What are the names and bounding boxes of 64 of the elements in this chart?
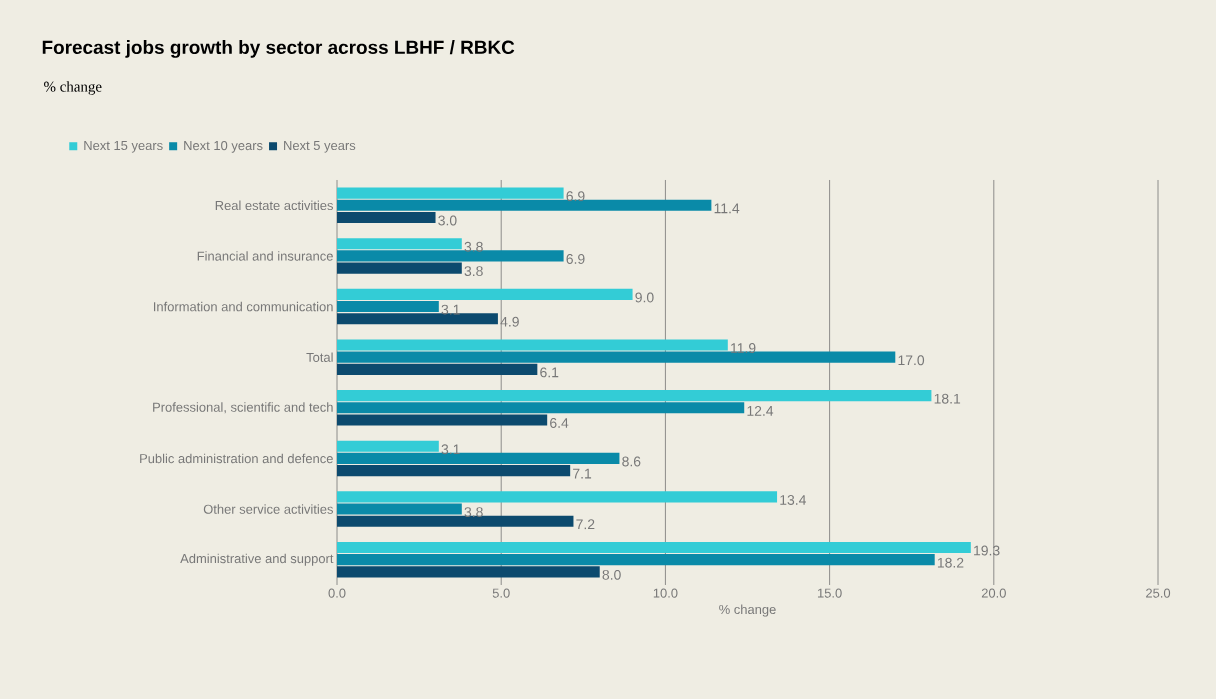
y-tick-label: Other service activities xyxy=(203,504,334,514)
bar xyxy=(337,515,574,527)
x-axis-title: % change xyxy=(719,604,776,617)
data-label: 3.8 xyxy=(464,241,483,252)
bar xyxy=(337,491,778,503)
x-tick-label: 0.0 xyxy=(328,588,346,598)
bar xyxy=(337,402,745,414)
bar xyxy=(337,554,935,566)
data-label: 12.4 xyxy=(747,405,774,416)
bar xyxy=(337,313,498,325)
chart-title: Forecast jobs growth by sector across LBHF / RBKC xyxy=(42,40,515,58)
y-tick-label: Administrative and support xyxy=(180,553,334,566)
bar xyxy=(337,440,439,452)
bar xyxy=(337,300,439,313)
y-tick-label: Financial and insurance xyxy=(197,251,333,261)
x-tick-label: 20.0 xyxy=(981,588,1006,598)
data-label: 17.0 xyxy=(898,355,925,366)
legend-label: Next 5 years xyxy=(284,141,356,153)
bar xyxy=(337,390,932,402)
x-tick-label: 10.0 xyxy=(653,588,678,598)
bar xyxy=(337,465,571,477)
data-label: 13.4 xyxy=(780,494,806,505)
bar xyxy=(337,250,564,262)
data-label: 3.8 xyxy=(464,507,483,518)
data-label: 6.4 xyxy=(550,418,569,428)
bar xyxy=(337,566,600,578)
bar xyxy=(337,211,436,224)
bar xyxy=(337,414,548,426)
legend-label: Next 10 years xyxy=(184,140,263,153)
bar xyxy=(337,541,971,554)
data-label: 11.4 xyxy=(714,203,740,214)
text: % change xyxy=(44,81,102,95)
y-tick-label: Public administration and defence xyxy=(140,453,333,464)
x-tick-label: 15.0 xyxy=(817,588,842,598)
bar xyxy=(337,351,896,363)
bar xyxy=(337,262,462,274)
legend-label: Next 15 years xyxy=(84,141,163,153)
bar xyxy=(337,503,462,515)
data-label: 9.0 xyxy=(635,292,654,303)
bar xyxy=(337,363,538,375)
data-label: 3.1 xyxy=(441,444,460,455)
data-label: 7.2 xyxy=(576,519,595,530)
data-label: 7.1 xyxy=(573,468,592,479)
bar xyxy=(337,238,462,250)
x-tick-label: 25.0 xyxy=(1146,588,1171,598)
data-label: 18.1 xyxy=(934,393,961,404)
data-label: 8.0 xyxy=(602,569,621,580)
data-label: 11.9 xyxy=(731,343,756,354)
data-label: 3.1 xyxy=(441,304,460,315)
bar xyxy=(337,339,728,351)
y-tick-label: Professional, scientific and tech xyxy=(153,402,333,414)
data-label: 6.9 xyxy=(566,254,585,264)
data-label: 3.8 xyxy=(464,266,483,277)
y-tick-label: Information and communication xyxy=(154,301,333,312)
y-tick-label: Total xyxy=(306,352,333,362)
data-label: 8.6 xyxy=(622,456,641,467)
bar xyxy=(337,288,633,300)
x-tick-label: 5.0 xyxy=(492,588,510,598)
data-label: 6.9 xyxy=(566,191,585,202)
bar xyxy=(337,187,564,199)
y-tick-label: Real estate activities xyxy=(215,200,333,211)
data-label: 3.0 xyxy=(438,215,457,226)
data-label: 6.1 xyxy=(540,367,559,378)
data-label: 18.2 xyxy=(937,557,964,568)
